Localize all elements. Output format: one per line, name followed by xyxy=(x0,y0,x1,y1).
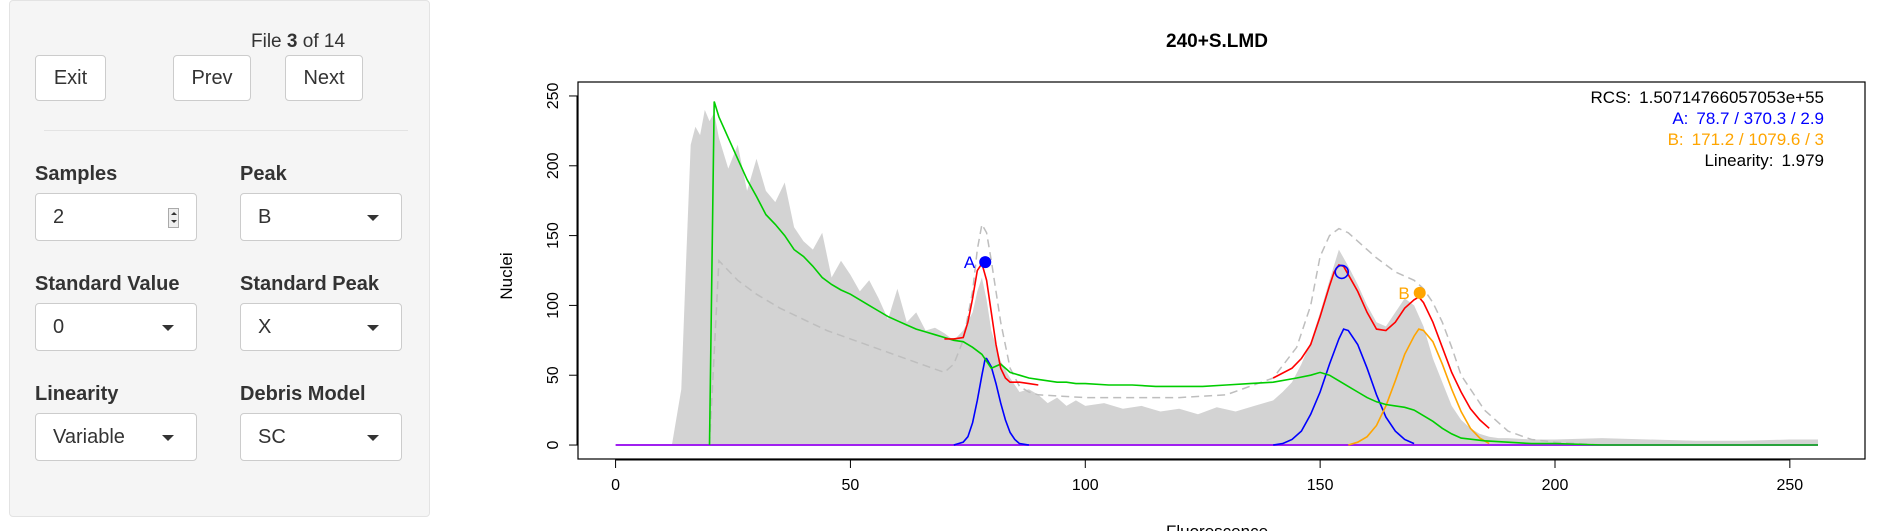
x-tick-label: 150 xyxy=(1307,477,1334,494)
x-tick-label: 250 xyxy=(1776,477,1803,494)
debris-model-value: SC xyxy=(258,426,286,448)
y-tick-label: 150 xyxy=(545,222,562,249)
control-panel: File 3 of 14 Exit Prev Next Samples 2 Pe… xyxy=(9,0,430,517)
standard-peak-value: X xyxy=(258,316,272,338)
file-counter-prefix: File xyxy=(251,31,282,52)
samples-label: Samples xyxy=(35,163,118,185)
chevron-down-icon xyxy=(162,435,174,441)
peak-label-b: B xyxy=(1398,284,1409,303)
exit-button[interactable]: Exit xyxy=(35,55,106,101)
peak-b-g1-curve xyxy=(1273,328,1415,446)
linearity-info: Linearity: 1.979 xyxy=(1704,151,1824,170)
chart-title: 240+S.LMD xyxy=(1166,31,1268,52)
stepper-icon[interactable] xyxy=(168,208,179,228)
linearity-info-value: 1.979 xyxy=(1781,151,1824,170)
standard-peak-label: Standard Peak xyxy=(240,273,379,295)
samples-value: 2 xyxy=(53,206,65,228)
y-tick-label: 100 xyxy=(545,292,562,319)
linearity-value: Variable xyxy=(53,426,125,448)
linearity-select[interactable]: Variable xyxy=(35,413,197,461)
peak-a-info-label: A: xyxy=(1672,109,1688,128)
x-tick-label: 50 xyxy=(842,477,860,494)
divider xyxy=(44,130,408,131)
model-envelope-dashed-line xyxy=(708,222,1818,446)
chevron-down-icon xyxy=(162,325,174,331)
standard-value-select[interactable]: 0 xyxy=(35,303,197,351)
peak-a-info-value: 78.7 / 370.3 / 2.9 xyxy=(1696,109,1824,128)
x-tick-label: 0 xyxy=(611,477,620,494)
y-tick-label: 250 xyxy=(545,83,562,110)
debris-curve xyxy=(708,101,1818,446)
peak-marker-b xyxy=(1413,286,1426,299)
standard-value-value: 0 xyxy=(53,316,65,338)
rcs-info: RCS: 1.50714766057053e+55 xyxy=(1591,88,1824,107)
rcs-value: 1.50714766057053e+55 xyxy=(1639,88,1824,107)
file-counter: File 3 of 14 xyxy=(251,31,345,53)
open-peak-marker xyxy=(1334,264,1350,280)
y-tick-label: 50 xyxy=(545,366,562,384)
peak-a-info: A: 78.7 / 370.3 / 2.9 xyxy=(1672,109,1824,128)
peak-a-curve xyxy=(953,357,1030,446)
histogram-area xyxy=(671,109,1819,446)
peak-value: B xyxy=(258,206,272,228)
y-tick-label: 0 xyxy=(545,440,562,449)
y-axis-label: Nuclei xyxy=(497,252,516,299)
standard-peak-select[interactable]: X xyxy=(240,303,402,351)
peak-marker-a xyxy=(979,256,992,269)
file-counter-current: 3 xyxy=(286,31,298,52)
debris-model-label: Debris Model xyxy=(240,383,366,405)
x-axis-label: Fluorescence xyxy=(1166,522,1268,531)
peak-label-a: A xyxy=(964,253,976,272)
next-button[interactable]: Next xyxy=(285,55,363,101)
peak-b-info-value: 171.2 / 1079.6 / 3 xyxy=(1692,130,1824,149)
plot-frame xyxy=(577,81,1866,460)
rcs-label: RCS: xyxy=(1591,88,1632,107)
chevron-down-icon xyxy=(367,215,379,221)
peak-b-info: B: 171.2 / 1079.6 / 3 xyxy=(1668,130,1824,149)
prev-button[interactable]: Prev xyxy=(173,55,251,101)
peak-b-curve xyxy=(1348,328,1490,446)
file-counter-sep: of xyxy=(302,31,319,52)
linearity-label: Linearity xyxy=(35,383,119,405)
chevron-down-icon xyxy=(367,435,379,441)
fit-curve-b xyxy=(1272,263,1490,429)
samples-input[interactable]: 2 xyxy=(35,193,197,241)
info-box: RCS: 1.50714766057053e+55 A: 78.7 / 370.3 … xyxy=(1591,88,1824,170)
y-tick-label: 200 xyxy=(545,152,562,179)
peak-select[interactable]: B xyxy=(240,193,402,241)
file-counter-total: 14 xyxy=(323,31,346,52)
chevron-down-icon xyxy=(367,325,379,331)
x-tick-label: 200 xyxy=(1542,477,1569,494)
series-layer: AB xyxy=(615,101,1819,446)
linearity-info-label: Linearity: xyxy=(1704,151,1773,170)
axes-layer: 0 50 100 150 200 250 0 50 100 150 200 250 xyxy=(545,81,1866,494)
x-tick-label: 100 xyxy=(1072,477,1099,494)
fit-curve-a xyxy=(944,261,1039,386)
debris-model-select[interactable]: SC xyxy=(240,413,402,461)
standard-value-label: Standard Value xyxy=(35,273,180,295)
peak-b-info-label: B: xyxy=(1668,130,1684,149)
peak-label: Peak xyxy=(240,163,287,185)
